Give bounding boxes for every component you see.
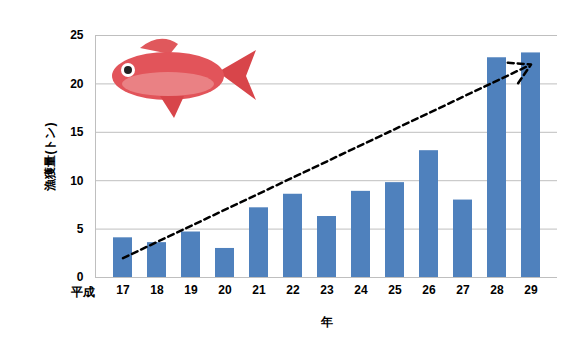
svg-text:10: 10: [70, 174, 84, 188]
svg-text:23: 23: [320, 283, 334, 297]
svg-text:漁獲量(トン): 漁獲量(トン): [43, 123, 57, 192]
svg-text:19: 19: [184, 283, 198, 297]
svg-text:22: 22: [286, 283, 300, 297]
svg-text:24: 24: [354, 283, 368, 297]
svg-text:27: 27: [456, 283, 470, 297]
svg-text:20: 20: [70, 77, 84, 91]
svg-text:年: 年: [320, 315, 333, 329]
svg-text:25: 25: [388, 283, 402, 297]
svg-text:18: 18: [150, 283, 164, 297]
svg-text:29: 29: [524, 283, 538, 297]
svg-text:5: 5: [77, 222, 84, 236]
svg-text:26: 26: [422, 283, 436, 297]
svg-text:0: 0: [77, 270, 84, 284]
svg-text:15: 15: [70, 125, 84, 139]
svg-text:17: 17: [116, 283, 130, 297]
svg-text:平成: 平成: [70, 285, 95, 299]
svg-text:21: 21: [252, 283, 266, 297]
svg-text:20: 20: [218, 283, 232, 297]
svg-text:28: 28: [490, 283, 504, 297]
svg-text:25: 25: [70, 28, 84, 42]
